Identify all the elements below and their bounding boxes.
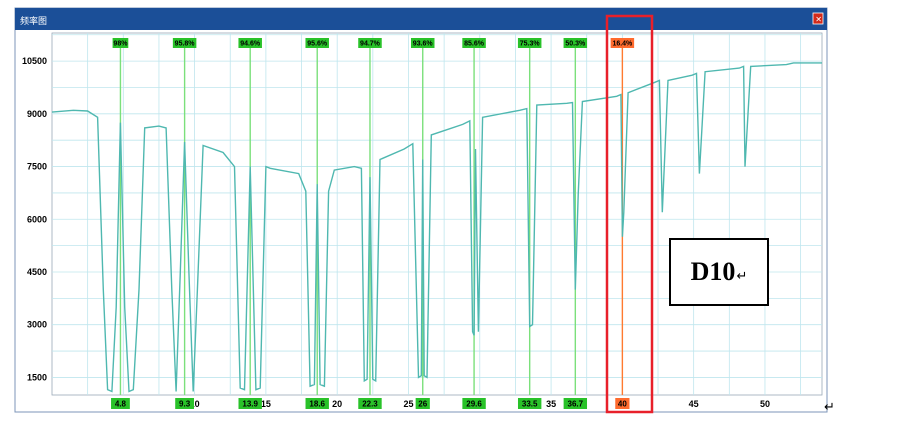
percent-badge xyxy=(610,38,635,48)
grid xyxy=(52,33,822,395)
d10-label: D10 xyxy=(690,257,736,286)
percent-badge xyxy=(358,38,382,48)
value-label: 22.3 xyxy=(362,400,378,409)
value-label: 40 xyxy=(618,400,627,409)
value-badge xyxy=(111,398,130,409)
value-label: 33.5 xyxy=(522,400,538,409)
value-label: 18.6 xyxy=(309,400,325,409)
d10-annotation-box: D10 ↵ xyxy=(669,238,769,306)
percent-label: 94.7% xyxy=(360,41,381,48)
window-close-button[interactable] xyxy=(812,12,824,25)
value-label: 36.7 xyxy=(568,400,584,409)
d10-highlight-box xyxy=(605,14,654,414)
close-icon: ✕ xyxy=(815,15,822,24)
y-tick-label: 10500 xyxy=(22,56,47,66)
window-titlebar xyxy=(15,8,827,30)
percent-label: 93.6% xyxy=(413,41,434,48)
x-axis-ticks: 10 15 20 25 35 45 50 xyxy=(190,399,770,409)
x-tick-label: 35 xyxy=(546,399,556,409)
value-badge xyxy=(415,398,430,409)
y-tick-label: 4500 xyxy=(27,267,47,277)
percent-badge xyxy=(410,38,435,48)
percent-badge xyxy=(462,38,486,48)
percent-label: 95.6% xyxy=(307,41,328,48)
value-badge xyxy=(563,398,588,409)
y-tick-label: 7500 xyxy=(27,162,47,172)
percent-badge xyxy=(238,38,262,48)
x-tick-label: 25 xyxy=(403,399,413,409)
value-badge xyxy=(358,398,382,409)
x-tick-label: 20 xyxy=(332,399,342,409)
percent-badge xyxy=(563,38,588,48)
percent-label: 16.4% xyxy=(612,41,633,48)
percent-label: 50.3% xyxy=(565,41,586,48)
percent-label: 85.6% xyxy=(464,41,485,48)
y-tick-label: 9000 xyxy=(27,109,47,119)
value-badge xyxy=(517,398,542,409)
x-tick-label: 50 xyxy=(760,399,770,409)
y-axis-ticks: 1500 3000 4500 6000 7500 9000 10500 xyxy=(22,56,47,382)
value-badge xyxy=(615,398,630,409)
percent-label: 94.6% xyxy=(240,41,261,48)
percent-badge xyxy=(517,38,542,48)
y-tick-label: 3000 xyxy=(27,320,47,330)
value-label: 26 xyxy=(418,400,427,409)
page-return-glyph: ↵ xyxy=(824,399,835,414)
marker-badges: 98% 4.8 95.8% 9.3 94.6% 13.9 95.6% 18.6 94.7% 22.… xyxy=(111,38,635,409)
y-tick-label: 6000 xyxy=(27,214,47,224)
value-label: 4.8 xyxy=(115,400,127,409)
percent-badge xyxy=(305,38,329,48)
x-tick-label: 10 xyxy=(190,399,200,409)
y-tick-label: 1500 xyxy=(27,372,47,382)
value-badge xyxy=(238,398,262,409)
marker-lines xyxy=(119,41,624,395)
return-glyph: ↵ xyxy=(736,268,748,283)
value-badge xyxy=(175,398,195,409)
value-badge xyxy=(305,398,329,409)
percent-label: 98% xyxy=(113,41,128,48)
value-badge xyxy=(462,398,486,409)
percent-label: 95.8% xyxy=(175,41,196,48)
x-tick-label: 45 xyxy=(689,399,699,409)
x-tick-label: 15 xyxy=(261,399,271,409)
chart-series-line xyxy=(51,62,822,393)
percent-badge xyxy=(112,38,129,48)
window-title: 频率图 xyxy=(20,15,47,27)
value-label: 29.6 xyxy=(466,400,482,409)
percent-label: 75.3% xyxy=(520,41,541,48)
percent-badge xyxy=(172,38,197,48)
value-label: 13.9 xyxy=(242,400,258,409)
value-label: 9.3 xyxy=(179,400,191,409)
